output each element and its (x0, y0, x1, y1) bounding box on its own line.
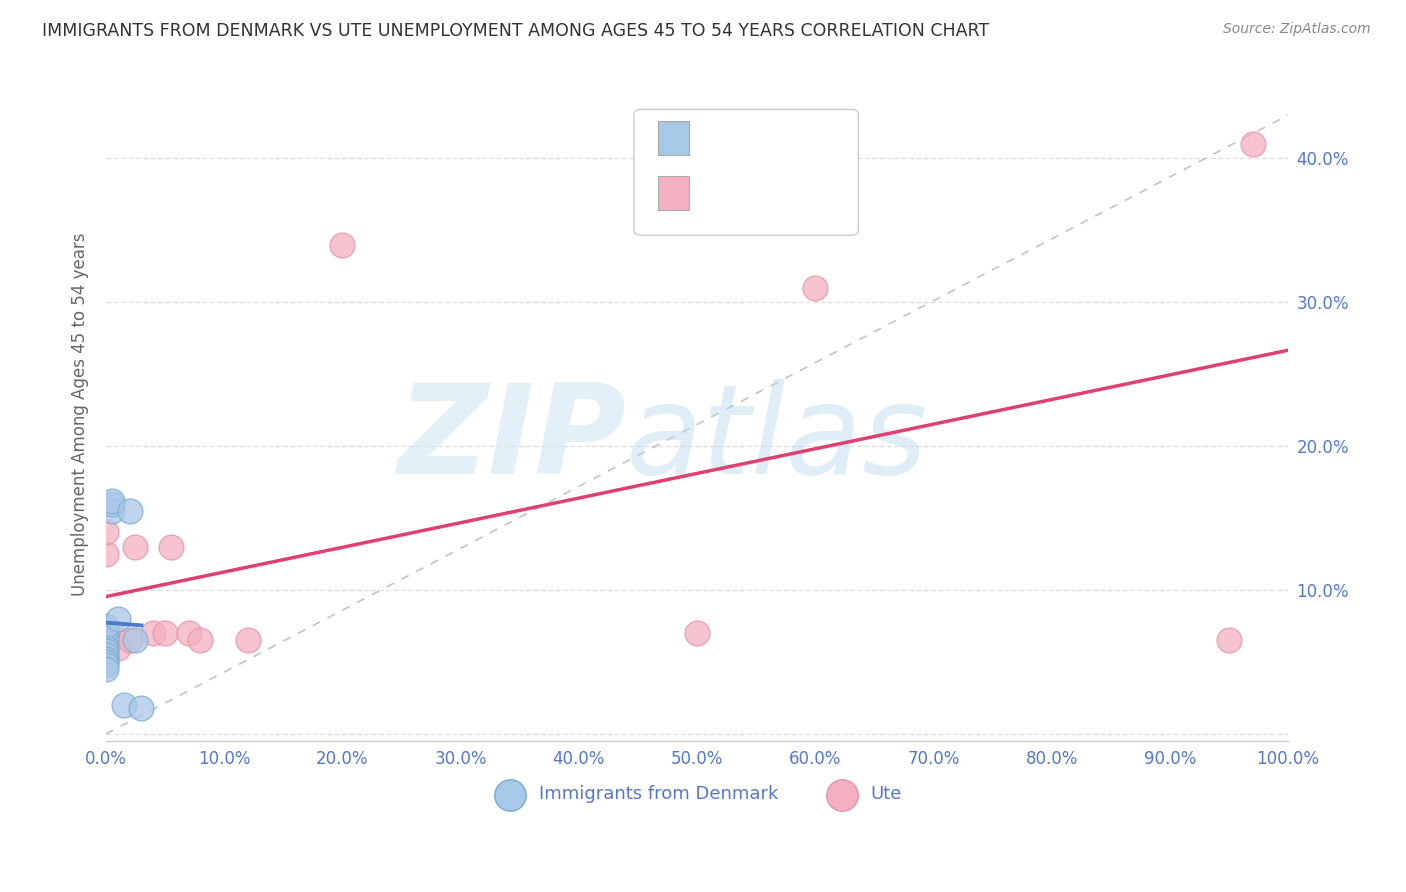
Point (107, 612, 129, 626)
Point (94, 662, 117, 676)
Text: R =: R = (686, 129, 724, 147)
Point (101, 626, 124, 640)
Text: 19: 19 (797, 129, 823, 147)
Point (118, 633, 141, 648)
Point (94, 525, 117, 540)
Point (153, 626, 176, 640)
Text: 0.838: 0.838 (720, 184, 776, 202)
Point (101, 493, 124, 508)
Point (124, 540, 146, 554)
Text: N =: N = (768, 129, 807, 147)
Point (236, 633, 259, 648)
Point (142, 626, 165, 640)
Point (330, 237, 353, 252)
Point (94, 640, 117, 655)
Point (160, 540, 183, 554)
Point (112, 698, 135, 713)
Point (94, 657, 117, 672)
Point (118, 504, 141, 518)
Point (101, 497, 124, 511)
Text: 0.175: 0.175 (720, 129, 776, 147)
Point (131, 701, 153, 715)
Point (1241, 136, 1264, 151)
Point (94, 655, 117, 669)
Point (1218, 633, 1240, 648)
Point (804, 281, 827, 295)
Point (94, 648, 117, 662)
Point (94, 547, 117, 561)
Point (94, 619, 117, 633)
Legend: Immigrants from Denmark, Ute: Immigrants from Denmark, Ute (485, 779, 910, 811)
Text: 17: 17 (797, 184, 823, 202)
Text: ZIP: ZIP (398, 379, 626, 500)
Text: Source: ZipAtlas.com: Source: ZipAtlas.com (1223, 22, 1371, 37)
Point (94, 633, 117, 648)
Point (107, 640, 129, 655)
Text: IMMIGRANTS FROM DENMARK VS UTE UNEMPLOYMENT AMONG AGES 45 TO 54 YEARS CORRELATIO: IMMIGRANTS FROM DENMARK VS UTE UNEMPLOYM… (42, 22, 990, 40)
Text: atlas: atlas (626, 379, 928, 500)
Point (686, 626, 709, 640)
Point (190, 633, 212, 648)
Point (94, 624, 117, 638)
Point (94, 629, 117, 643)
Text: R =: R = (686, 184, 724, 202)
Text: N =: N = (768, 184, 807, 202)
Point (94, 652, 117, 666)
Point (94, 643, 117, 657)
Point (177, 626, 200, 640)
Point (101, 504, 124, 518)
Point (124, 633, 146, 648)
Y-axis label: Unemployment Among Ages 45 to 54 years: Unemployment Among Ages 45 to 54 years (72, 232, 89, 596)
